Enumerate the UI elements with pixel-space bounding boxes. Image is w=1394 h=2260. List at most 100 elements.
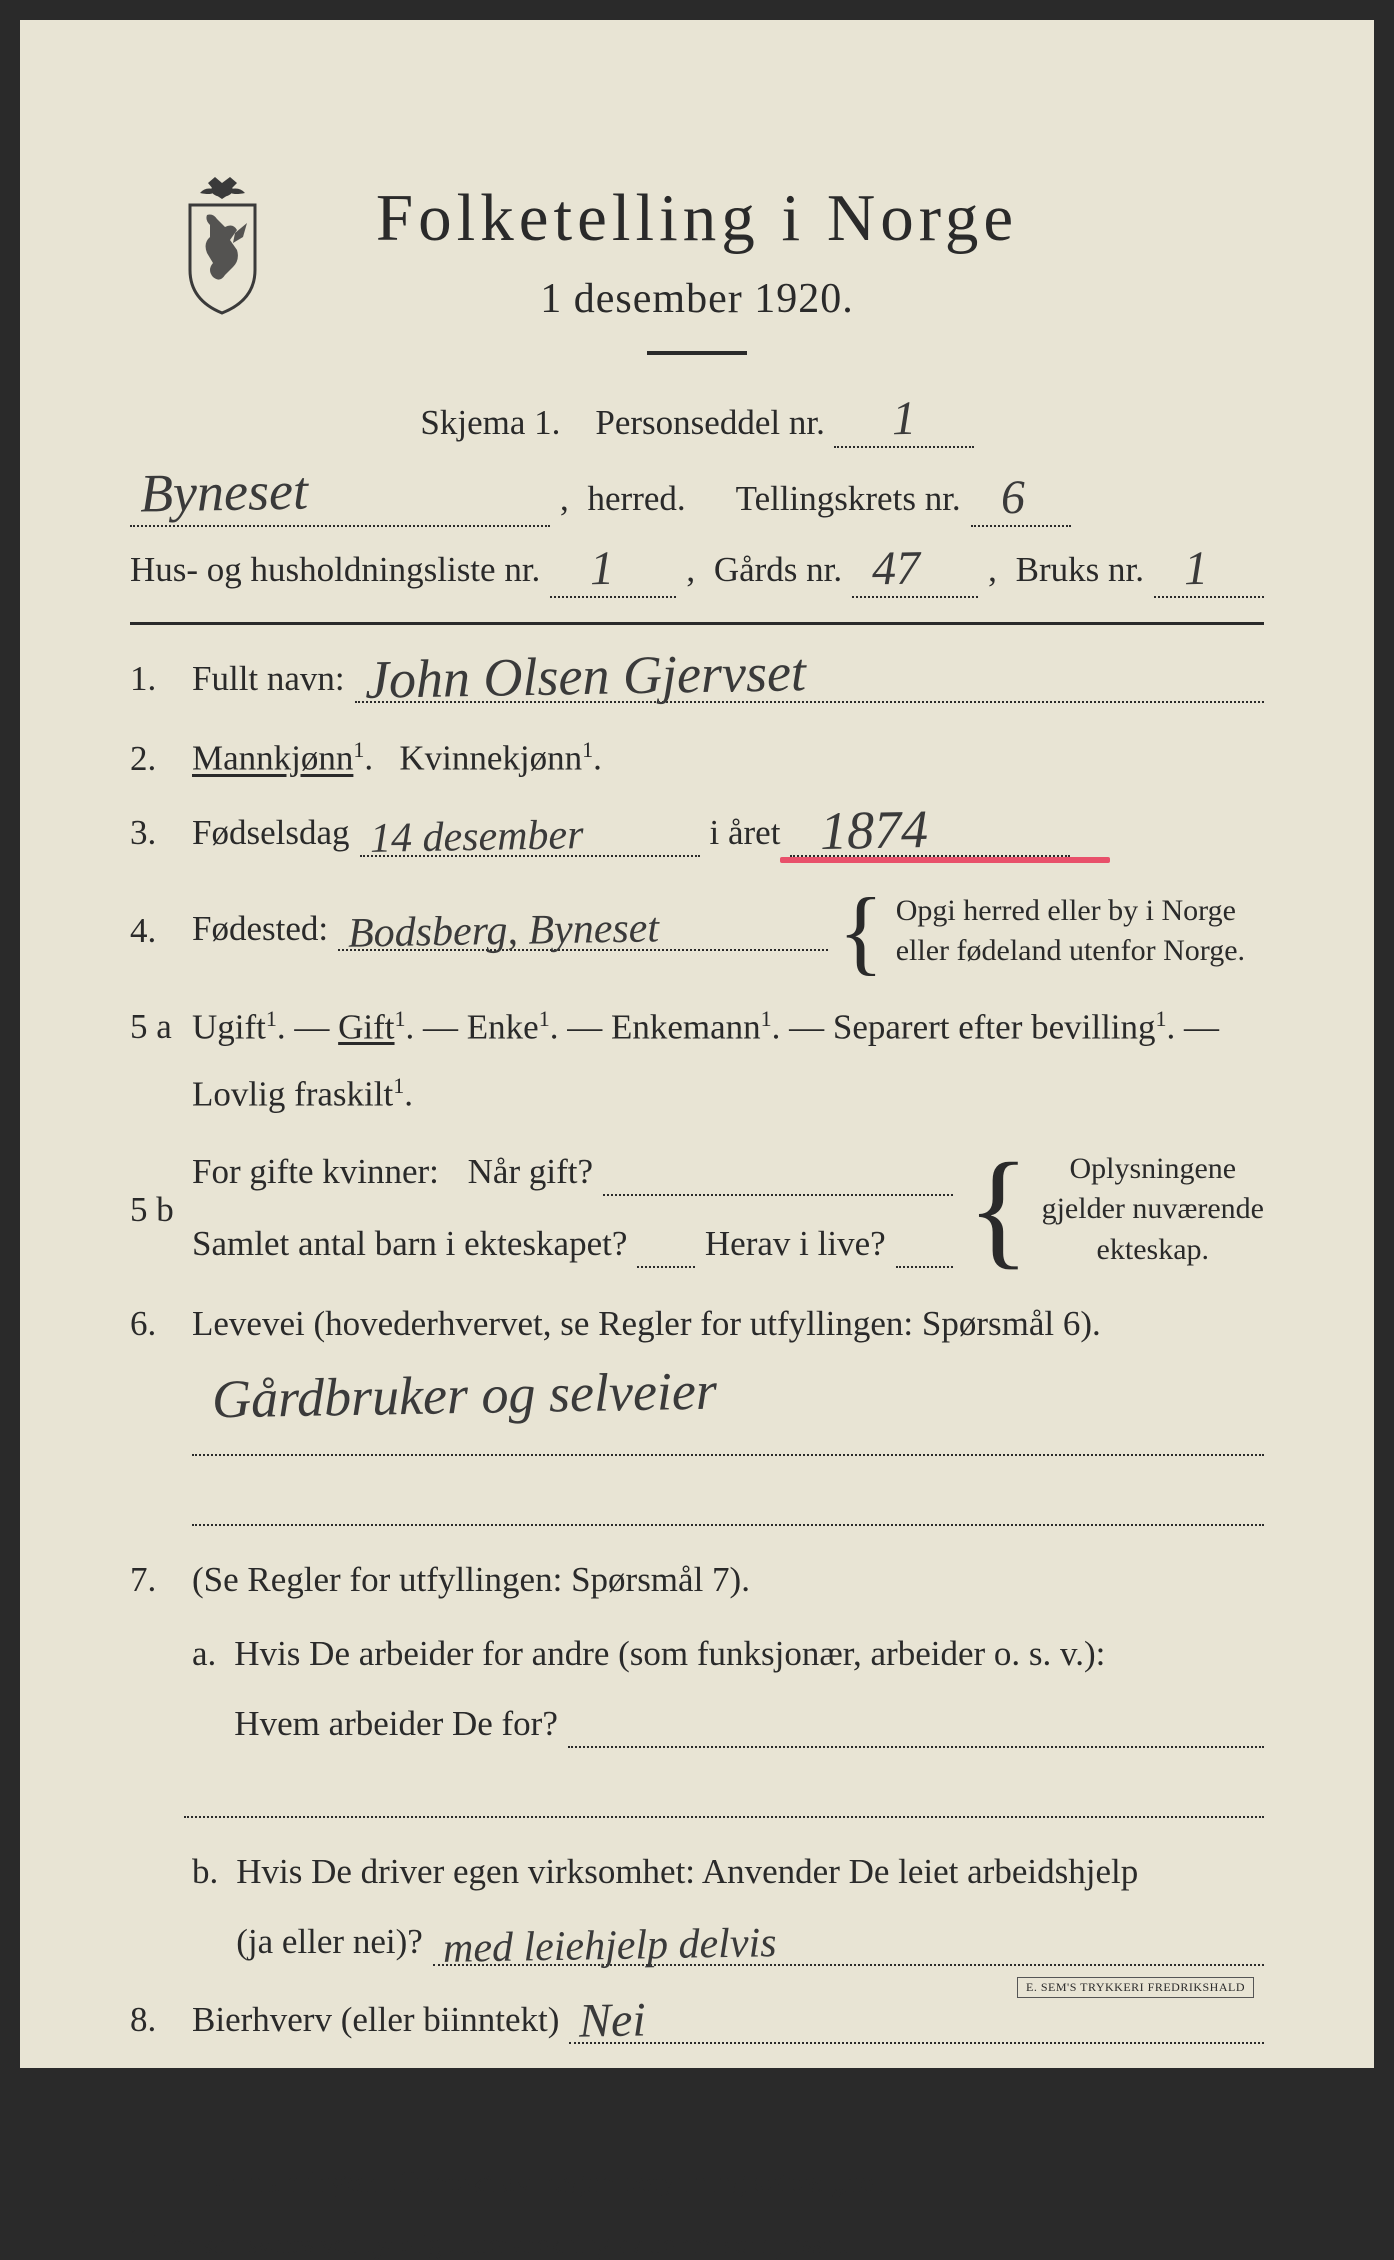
hus-field: 1 xyxy=(550,558,676,598)
q5b-num: 5 b xyxy=(130,1190,174,1230)
person-nr-field: 1 xyxy=(834,391,974,448)
q2-row: 2. Mannkjønn1. Kvinnekjønn1. xyxy=(130,737,1264,779)
q5b-total-field xyxy=(637,1228,695,1268)
q5b-side-note: Oplysningene gjelder nuværende ekteskap. xyxy=(1042,1149,1264,1271)
gards-label: Gårds nr. xyxy=(714,545,842,598)
q5b-alive-field xyxy=(896,1228,954,1268)
tellingskrets-value: 6 xyxy=(1000,464,1025,532)
q1-num: 1. xyxy=(130,659,174,699)
q6-line2 xyxy=(192,1492,1264,1526)
footer-note-1: Har man ingen biinntekt av nogen betydni… xyxy=(192,2164,1264,2200)
bruks-label: Bruks nr. xyxy=(1016,545,1144,598)
printer-mark: E. SEM'S TRYKKERI FREDRIKSHALD xyxy=(1017,1977,1254,1998)
q4-brace-group: { Opgi herred eller by i Norge eller fød… xyxy=(838,891,1245,972)
q3-year-field: 1874 xyxy=(790,817,1070,857)
bruks-value: 1 xyxy=(1183,535,1208,603)
brace-icon: { xyxy=(967,1164,1029,1255)
q5a-enkemann: Enkemann xyxy=(611,1007,761,1046)
brace-icon: { xyxy=(838,898,884,965)
q3-day-value: 14 desember xyxy=(369,811,583,863)
q1-label: Fullt navn: xyxy=(192,659,345,703)
q3-num: 3. xyxy=(130,813,174,853)
main-divider xyxy=(130,622,1264,625)
hus-line: Hus- og husholdningsliste nr. 1 , Gårds … xyxy=(130,545,1264,598)
q5b-total: Samlet antal barn i ekteskapet? xyxy=(192,1224,627,1268)
gards-field: 47 xyxy=(852,558,978,598)
schema-line: Skjema 1. Personseddel nr. 1 xyxy=(130,391,1264,448)
footer-divider-1 xyxy=(192,2150,1264,2152)
q3-label: Fødselsdag xyxy=(192,813,350,857)
q7a-label: Hvis De arbeider for andre (som funksjon… xyxy=(234,1634,1105,1673)
q8-field: Nei xyxy=(569,2004,1264,2044)
q6-row: 6. Levevei (hovederhvervet, se Regler fo… xyxy=(130,1304,1264,1526)
q1-row: 1. Fullt navn: John Olsen Gjervset xyxy=(130,659,1264,703)
q4-num: 4. xyxy=(130,911,174,951)
herred-value: Byneset xyxy=(139,454,308,533)
q7a-q: Hvem arbeider De for? xyxy=(234,1704,558,1748)
q5a-gift: Gift xyxy=(338,1007,394,1046)
q8-value: Nei xyxy=(579,1993,647,2049)
q7-row: 7. (Se Regler for utfyllingen: Spørsmål … xyxy=(130,1560,1264,1966)
hus-label: Hus- og husholdningsliste nr. xyxy=(130,545,540,598)
q4-value: Bodsberg, Byneset xyxy=(348,904,660,957)
q5b-row: 5 b For gifte kvinner: Når gift? Samlet … xyxy=(130,1149,1264,1271)
q5b-brace-group: { Oplysningene gjelder nuværende ekteska… xyxy=(967,1149,1264,1271)
q5a-ugift: Ugift xyxy=(192,1007,266,1046)
q7a-field xyxy=(568,1708,1264,1748)
q4-side-note: Opgi herred eller by i Norge eller fødel… xyxy=(896,891,1245,972)
footer-note-2: 1 Her kan svares ved tydelig understrekn… xyxy=(130,2226,1264,2260)
footer-divider-2 xyxy=(130,2212,1264,2214)
q4-row: 4. Fødested: Bodsberg, Byneset { Opgi he… xyxy=(130,891,1264,972)
q7-num: 7. xyxy=(130,1560,174,1600)
q5a-num: 5 a xyxy=(130,1007,174,1047)
red-underline xyxy=(780,857,1110,863)
herred-label: herred. xyxy=(588,474,686,527)
q5a-lovlig: Lovlig fraskilt xyxy=(192,1075,393,1114)
q5b-label: For gifte kvinner: xyxy=(192,1152,439,1196)
person-label: Personseddel nr. xyxy=(595,403,824,442)
q7-label: (Se Regler for utfyllingen: Spørsmål 7). xyxy=(192,1560,750,1599)
q7b-num: b. xyxy=(192,1852,218,1966)
census-form-page: Folketelling i Norge 1 desember 1920. Sk… xyxy=(20,20,1374,2068)
q7a-line2 xyxy=(184,1784,1264,1818)
q4-field: Bodsberg, Byneset xyxy=(338,911,828,951)
q8-row: 8. Bierhverv (eller biinntekt) Nei xyxy=(130,2000,1264,2044)
q2-num: 2. xyxy=(130,739,174,779)
tellingskrets-field: 6 xyxy=(971,487,1071,527)
gards-value: 47 xyxy=(872,534,921,602)
q5a-enke: Enke xyxy=(467,1007,539,1046)
person-nr-value: 1 xyxy=(891,391,916,446)
q7b-label: Hvis De driver egen virksomhet: Anvender… xyxy=(236,1852,1138,1891)
q6-value: Gårdbruker og selveier xyxy=(211,1360,717,1431)
q8-num: 8. xyxy=(130,2000,174,2040)
q6-label: Levevei (hovederhvervet, se Regler for u… xyxy=(192,1304,1101,1343)
q3-row: 3. Fødselsdag 14 desember i året 1874 xyxy=(130,813,1264,857)
page-subtitle: 1 desember 1920. xyxy=(130,275,1264,323)
bruks-field: 1 xyxy=(1154,558,1264,598)
q7b-q: (ja eller nei)? xyxy=(236,1922,423,1966)
q8-line2 xyxy=(192,2080,1264,2114)
header-rule xyxy=(647,351,747,355)
q6-num: 6. xyxy=(130,1304,174,1344)
herred-field: Byneset xyxy=(130,487,550,527)
q5b-when: Når gift? xyxy=(468,1152,593,1196)
q5b-alive: Herav i live? xyxy=(705,1224,886,1268)
q5b-when-field xyxy=(603,1156,953,1196)
tellingskrets-label: Tellingskrets nr. xyxy=(736,474,961,527)
schema-label: Skjema 1. xyxy=(420,403,560,442)
q5a-row: 5 a Ugift1. — Gift1. — Enke1. — Enkemann… xyxy=(130,1006,1264,1115)
page-title: Folketelling i Norge xyxy=(130,180,1264,257)
q2-kvinne: Kvinnekjønn xyxy=(399,739,582,778)
coat-of-arms-icon xyxy=(175,175,270,315)
q5a-separert: Separert efter bevilling xyxy=(833,1007,1156,1046)
q1-value: John Olsen Gjervset xyxy=(364,641,806,711)
q3-year-label: i året xyxy=(710,813,781,857)
q2-mann: Mannkjønn xyxy=(192,739,353,778)
q1-field: John Olsen Gjervset xyxy=(355,663,1264,703)
q3-day-field: 14 desember xyxy=(360,817,700,857)
herred-line: Byneset , herred. Tellingskrets nr. 6 xyxy=(130,474,1264,527)
hus-value: 1 xyxy=(590,535,615,603)
q4-label: Fødested: xyxy=(192,909,328,953)
q8-label: Bierhverv (eller biinntekt) xyxy=(192,2000,559,2044)
q3-year-value: 1874 xyxy=(820,798,929,862)
